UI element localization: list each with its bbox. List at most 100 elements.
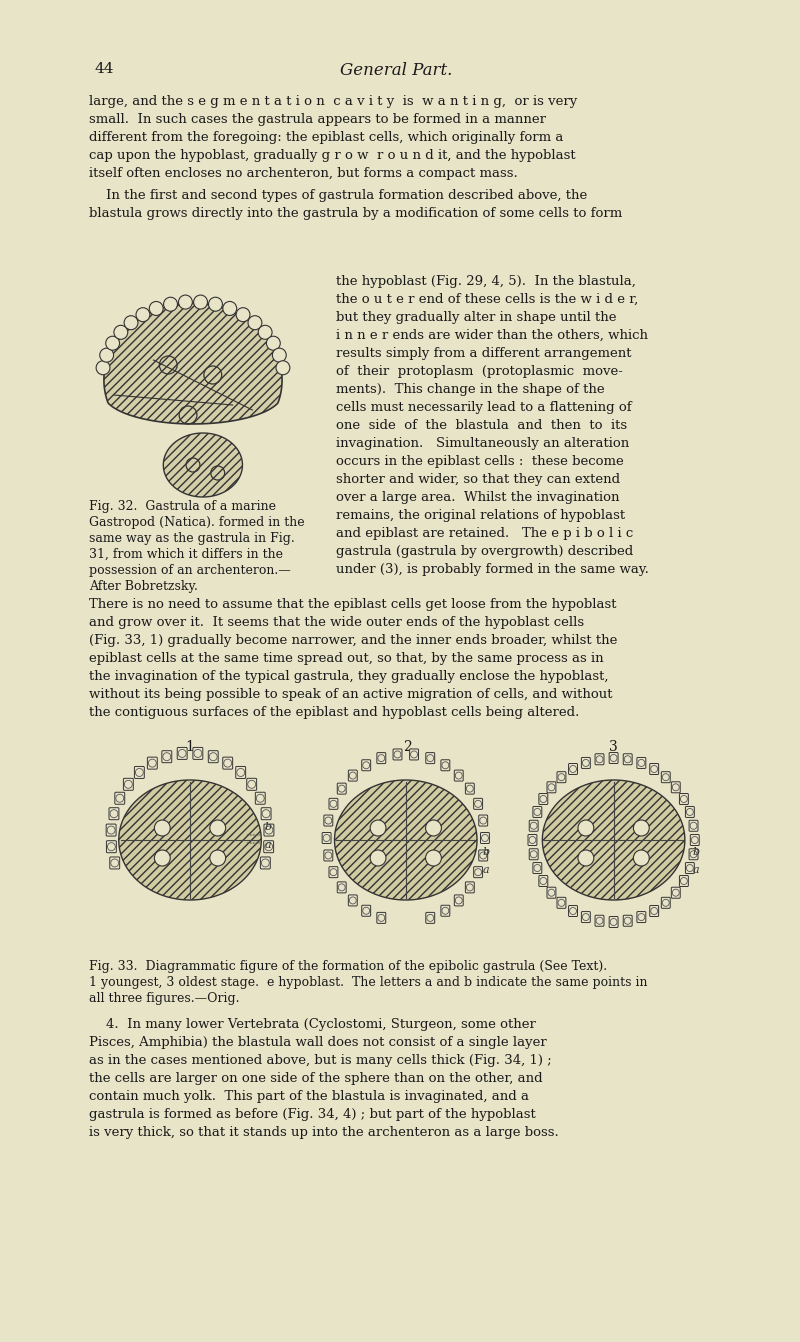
Text: as in the cases mentioned above, but is many cells thick (Fig. 34, 1) ;: as in the cases mentioned above, but is … [89, 1053, 552, 1067]
Text: gastrula is formed as before (Fig. 34, 4) ; but part of the hypoblast: gastrula is formed as before (Fig. 34, 4… [89, 1108, 536, 1121]
FancyBboxPatch shape [441, 906, 450, 917]
FancyBboxPatch shape [441, 760, 450, 770]
FancyBboxPatch shape [557, 898, 566, 909]
Circle shape [634, 820, 650, 836]
FancyBboxPatch shape [322, 832, 331, 844]
Text: gastrula (gastrula by overgrowth) described: gastrula (gastrula by overgrowth) descri… [337, 545, 634, 558]
FancyBboxPatch shape [689, 848, 698, 860]
Circle shape [272, 348, 286, 362]
FancyBboxPatch shape [679, 793, 688, 804]
FancyBboxPatch shape [329, 798, 338, 809]
FancyBboxPatch shape [671, 887, 680, 898]
FancyBboxPatch shape [348, 770, 358, 781]
FancyBboxPatch shape [530, 848, 538, 860]
Circle shape [426, 849, 442, 866]
Text: b: b [483, 847, 490, 858]
Text: 4.  In many lower Vertebrata (Cyclostomi, Sturgeon, some other: 4. In many lower Vertebrata (Cyclostomi,… [89, 1019, 536, 1031]
Text: invagination.   Simultaneously an alteration: invagination. Simultaneously an alterati… [337, 437, 630, 450]
FancyBboxPatch shape [454, 895, 463, 906]
FancyBboxPatch shape [533, 863, 542, 874]
FancyBboxPatch shape [110, 858, 120, 870]
Text: different from the foregoing: the epiblast cells, which originally form a: different from the foregoing: the epibla… [89, 132, 563, 144]
Text: Pisces, Amphibia) the blastula wall does not consist of a single layer: Pisces, Amphibia) the blastula wall does… [89, 1036, 547, 1049]
Circle shape [154, 820, 170, 836]
Text: (Fig. 33, 1) gradually become narrower, and the inner ends broader, whilst the: (Fig. 33, 1) gradually become narrower, … [89, 633, 618, 647]
FancyBboxPatch shape [547, 782, 556, 793]
FancyBboxPatch shape [246, 778, 257, 790]
FancyBboxPatch shape [348, 895, 358, 906]
Circle shape [150, 302, 163, 315]
FancyBboxPatch shape [679, 875, 688, 887]
Text: cap upon the hypoblast, gradually g r o w  r o u n d it, and the hypoblast: cap upon the hypoblast, gradually g r o … [89, 149, 576, 162]
Text: b: b [693, 847, 700, 858]
FancyBboxPatch shape [324, 849, 333, 862]
FancyBboxPatch shape [264, 824, 274, 836]
Text: 2: 2 [403, 739, 412, 754]
Circle shape [258, 325, 272, 340]
Text: shorter and wider, so that they can extend: shorter and wider, so that they can exte… [337, 472, 621, 486]
Text: cells must necessarily lead to a flattening of: cells must necessarily lead to a flatten… [337, 401, 632, 413]
FancyBboxPatch shape [362, 760, 370, 770]
Circle shape [634, 849, 650, 866]
FancyBboxPatch shape [255, 792, 266, 804]
FancyBboxPatch shape [208, 750, 218, 762]
FancyBboxPatch shape [147, 757, 158, 769]
FancyBboxPatch shape [595, 754, 604, 765]
FancyBboxPatch shape [178, 747, 187, 760]
FancyBboxPatch shape [582, 757, 590, 769]
Circle shape [209, 297, 222, 311]
Circle shape [96, 361, 110, 374]
Text: b: b [264, 823, 271, 832]
FancyBboxPatch shape [662, 772, 670, 782]
Polygon shape [104, 303, 282, 424]
Text: the hypoblast (Fig. 29, 4, 5).  In the blastula,: the hypoblast (Fig. 29, 4, 5). In the bl… [337, 275, 636, 289]
FancyBboxPatch shape [474, 798, 482, 809]
Text: large, and the s e g m e n t a t i o n  c a v i t y  is  w a n t i n g,  or is v: large, and the s e g m e n t a t i o n c… [89, 95, 578, 107]
FancyBboxPatch shape [650, 764, 658, 774]
Text: but they gradually alter in shape until the: but they gradually alter in shape until … [337, 311, 617, 323]
Text: a: a [483, 866, 490, 875]
FancyBboxPatch shape [609, 753, 618, 764]
Text: a: a [693, 866, 699, 875]
Text: In the first and second types of gastrula formation described above, the: In the first and second types of gastrul… [89, 189, 587, 203]
FancyBboxPatch shape [547, 887, 556, 898]
Circle shape [276, 361, 290, 374]
Circle shape [194, 295, 207, 309]
FancyBboxPatch shape [569, 906, 578, 917]
FancyBboxPatch shape [686, 807, 694, 817]
Text: occurs in the epiblast cells :  these become: occurs in the epiblast cells : these bec… [337, 455, 624, 468]
FancyBboxPatch shape [362, 906, 370, 917]
FancyBboxPatch shape [637, 911, 646, 922]
FancyBboxPatch shape [662, 898, 670, 909]
Text: the contiguous surfaces of the epiblast and hypoblast cells being altered.: the contiguous surfaces of the epiblast … [89, 706, 579, 719]
Text: the invagination of the typical gastrula, they gradually enclose the hypoblast,: the invagination of the typical gastrula… [89, 670, 609, 683]
Text: and epiblast are retained.   The e p i b o l i c: and epiblast are retained. The e p i b o… [337, 527, 634, 539]
FancyBboxPatch shape [533, 807, 542, 817]
Text: the cells are larger on one side of the sphere than on the other, and: the cells are larger on one side of the … [89, 1072, 542, 1084]
FancyBboxPatch shape [623, 754, 632, 765]
FancyBboxPatch shape [393, 749, 402, 760]
FancyBboxPatch shape [686, 863, 694, 874]
FancyBboxPatch shape [609, 917, 618, 927]
FancyBboxPatch shape [539, 793, 548, 804]
Text: over a large area.  Whilst the invagination: over a large area. Whilst the invaginati… [337, 491, 620, 505]
FancyBboxPatch shape [410, 749, 418, 760]
Text: ments).  This change in the shape of the: ments). This change in the shape of the [337, 382, 605, 396]
FancyBboxPatch shape [377, 913, 386, 923]
Text: remains, the original relations of hypoblast: remains, the original relations of hypob… [337, 509, 626, 522]
Text: After Bobretzsky.: After Bobretzsky. [89, 580, 198, 593]
FancyBboxPatch shape [193, 747, 203, 760]
Text: There is no need to assume that the epiblast cells get loose from the hypoblast: There is no need to assume that the epib… [89, 599, 617, 611]
FancyBboxPatch shape [623, 915, 632, 926]
FancyBboxPatch shape [637, 757, 646, 769]
FancyBboxPatch shape [236, 766, 246, 778]
Circle shape [114, 325, 128, 340]
FancyBboxPatch shape [106, 824, 116, 836]
Text: a: a [264, 840, 271, 849]
Text: same way as the gastrula in Fig.: same way as the gastrula in Fig. [89, 531, 295, 545]
Text: without its being possible to speak of an active migration of cells, and without: without its being possible to speak of a… [89, 688, 613, 701]
Circle shape [124, 315, 138, 330]
Text: epiblast cells at the same time spread out, so that, by the same process as in: epiblast cells at the same time spread o… [89, 652, 604, 666]
FancyBboxPatch shape [539, 875, 548, 887]
Text: 44: 44 [94, 62, 114, 76]
